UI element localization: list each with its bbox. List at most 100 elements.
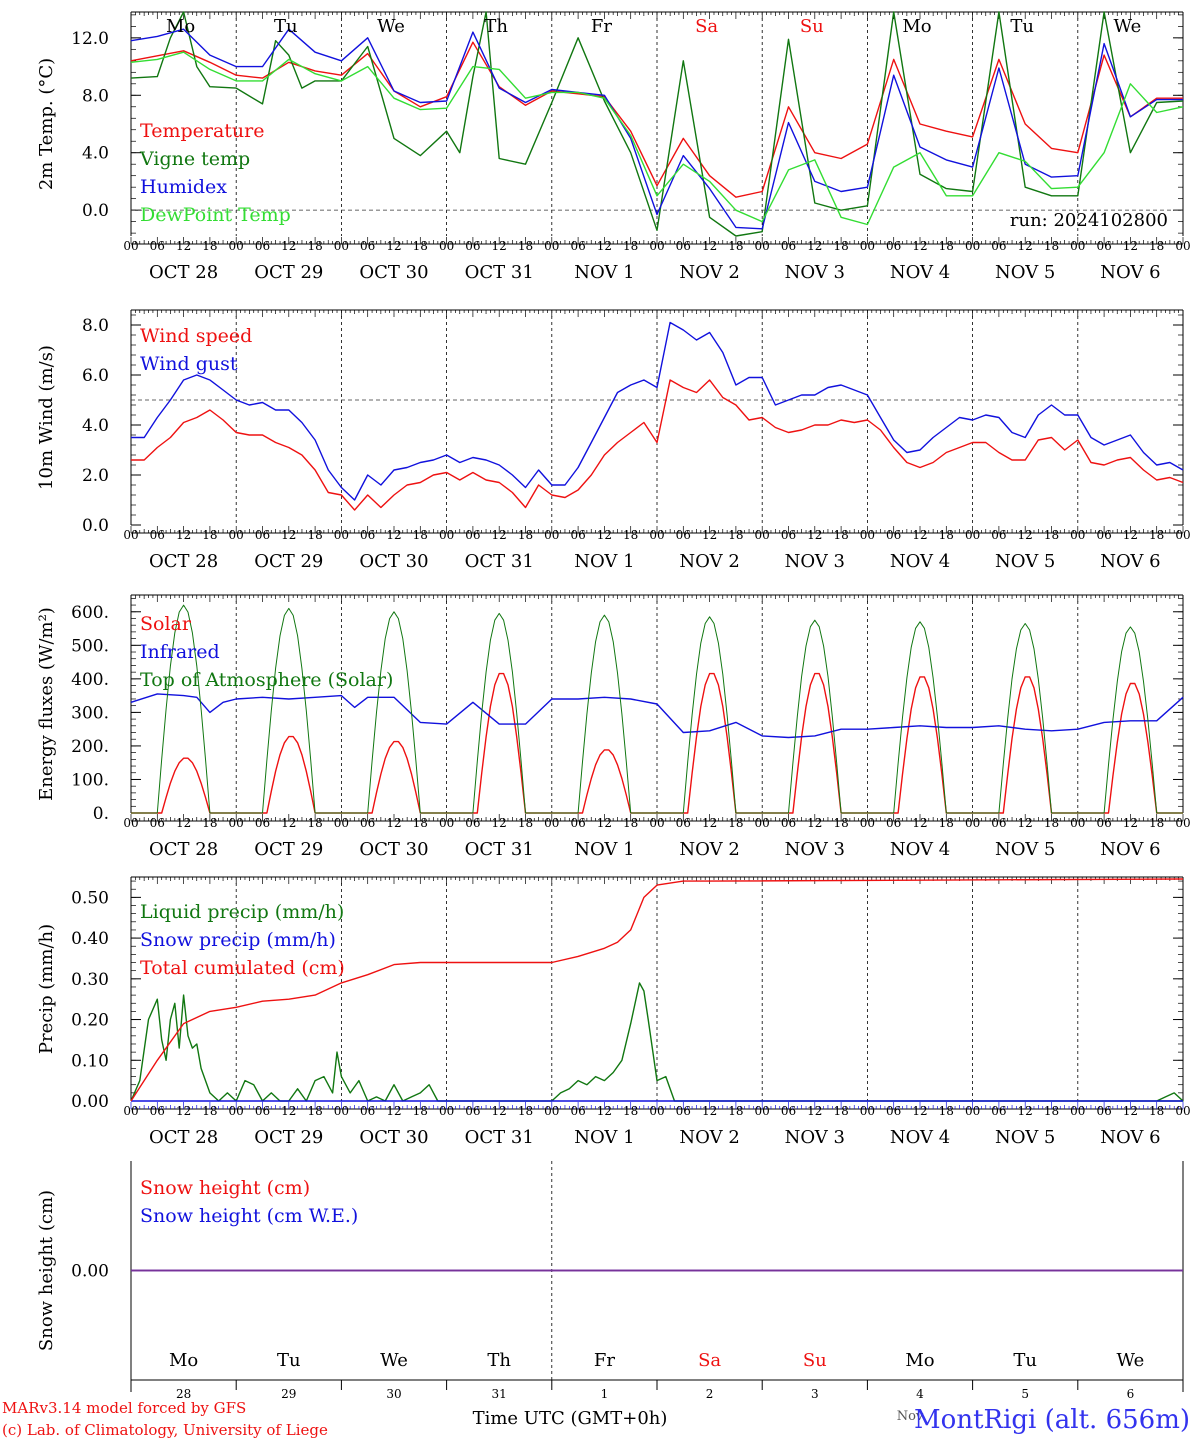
day-number-label: 6	[1127, 1387, 1135, 1401]
weekday-label: We	[1114, 16, 1142, 37]
y-tick-label: 6.0	[82, 366, 109, 386]
series-line-3	[130, 28, 1183, 230]
hour-tick-label: 00	[439, 239, 454, 253]
hour-tick-label: 00	[334, 816, 349, 830]
hour-tick-label: 12	[1018, 239, 1033, 253]
hour-tick-label: 06	[360, 1104, 375, 1118]
day-number-label: 29	[281, 1387, 296, 1401]
hour-tick-label: 18	[1149, 1104, 1164, 1118]
hour-tick-label: 12	[597, 239, 612, 253]
y-tick-label: 100.	[71, 770, 109, 790]
hour-tick-label: 06	[570, 1104, 585, 1118]
legend-entry: Solar	[140, 613, 192, 635]
date-label: OCT 29	[254, 839, 323, 860]
lab-credit: (c) Lab. of Climatology, University of L…	[2, 1421, 328, 1439]
date-label: NOV 1	[574, 839, 634, 860]
weekday-label-bottom: Mo	[905, 1350, 934, 1371]
series-line-1	[130, 982, 1184, 1102]
day-number-label: 1	[601, 1387, 609, 1401]
y-tick-label: 2.0	[82, 466, 109, 486]
hour-tick-label: 12	[386, 239, 401, 253]
hour-tick-label: 06	[886, 816, 901, 830]
legend-entry: Total cumulated (cm)	[140, 957, 345, 979]
y-tick-label: 4.0	[82, 144, 109, 164]
hour-tick-label: 18	[939, 1104, 954, 1118]
date-label: OCT 29	[254, 262, 323, 283]
hour-tick-label: 06	[465, 239, 480, 253]
hour-tick-label: 00	[334, 1104, 349, 1118]
hour-tick-label: 06	[781, 816, 796, 830]
weekday-label-bottom: Fr	[594, 1350, 615, 1371]
day-number-label: 30	[386, 1387, 401, 1401]
date-label: NOV 4	[890, 262, 950, 283]
legend-entry: Vigne temp	[139, 148, 250, 170]
weekday-label-bottom: Sa	[698, 1350, 721, 1371]
date-label: OCT 29	[254, 551, 323, 572]
hour-tick-label: 00	[1175, 528, 1190, 542]
hour-tick-label: 12	[281, 816, 296, 830]
hour-tick-label: 12	[912, 528, 927, 542]
date-label: NOV 6	[1100, 1127, 1160, 1148]
hour-tick-label: 12	[1123, 239, 1138, 253]
hour-tick-label: 06	[886, 528, 901, 542]
y-axis-label: 10m Wind (m/s)	[36, 345, 57, 490]
date-label: NOV 3	[785, 839, 845, 860]
weekday-label-bottom: We	[1117, 1350, 1145, 1371]
hour-tick-label: 12	[492, 239, 507, 253]
series-line-4	[130, 51, 1184, 226]
hour-tick-label: 06	[1096, 528, 1111, 542]
hour-tick-label: 18	[623, 239, 638, 253]
hour-tick-label: 00	[123, 528, 138, 542]
hour-tick-label: 12	[492, 816, 507, 830]
hour-tick-label: 12	[176, 1104, 191, 1118]
y-tick-label: 300.	[71, 703, 109, 723]
hour-tick-label: 00	[439, 816, 454, 830]
hour-tick-label: 06	[255, 528, 270, 542]
date-label: NOV 2	[679, 551, 739, 572]
y-tick-label: 0.10	[71, 1051, 109, 1071]
weekday-label: Fr	[591, 16, 612, 37]
hour-tick-label: 00	[860, 239, 875, 253]
hour-tick-label: 06	[991, 1104, 1006, 1118]
hour-tick-label: 06	[886, 1104, 901, 1118]
hour-tick-label: 18	[939, 528, 954, 542]
hour-tick-label: 00	[123, 1104, 138, 1118]
hour-tick-label: 06	[676, 816, 691, 830]
hour-tick-label: 18	[1044, 239, 1059, 253]
run-note: run: 2024102800	[1010, 210, 1168, 231]
date-label: NOV 5	[995, 551, 1055, 572]
hour-tick-label: 00	[439, 1104, 454, 1118]
hour-tick-label: 18	[939, 239, 954, 253]
y-tick-label: 0.20	[71, 1011, 109, 1031]
hour-tick-label: 12	[807, 239, 822, 253]
hour-tick-label: 12	[807, 528, 822, 542]
hour-tick-label: 06	[781, 1104, 796, 1118]
date-label: NOV 4	[890, 839, 950, 860]
panel-3: 00 06 12 18 OCT 28 00 06 12 18 OCT 29 00 06 12 18 OCT …	[36, 594, 1191, 860]
nov-overlap-label: Nov	[897, 1409, 924, 1424]
hour-tick-label: 12	[281, 528, 296, 542]
hour-tick-label: 18	[307, 528, 322, 542]
hour-tick-label: 18	[1044, 816, 1059, 830]
hour-tick-label: 18	[833, 239, 848, 253]
hour-tick-label: 18	[833, 1104, 848, 1118]
hour-tick-label: 12	[807, 816, 822, 830]
date-label: NOV 3	[785, 262, 845, 283]
hour-tick-label: 00	[334, 239, 349, 253]
hour-tick-label: 00	[1175, 239, 1190, 253]
weekday-label: We	[377, 16, 405, 37]
hour-tick-label: 00	[1070, 1104, 1085, 1118]
date-label: OCT 31	[465, 839, 534, 860]
hour-tick-label: 12	[492, 528, 507, 542]
hour-tick-label: 18	[1044, 1104, 1059, 1118]
hour-tick-label: 12	[702, 528, 717, 542]
date-label: NOV 1	[574, 551, 634, 572]
time-axis-label: Time UTC (GMT+0h)	[473, 1408, 668, 1429]
hour-tick-label: 06	[991, 528, 1006, 542]
hour-tick-label: 06	[781, 239, 796, 253]
y-tick-label: 0.50	[71, 888, 109, 908]
hour-tick-label: 00	[123, 239, 138, 253]
hour-tick-label: 00	[755, 816, 770, 830]
hour-tick-label: 12	[912, 239, 927, 253]
hour-tick-label: 12	[281, 239, 296, 253]
